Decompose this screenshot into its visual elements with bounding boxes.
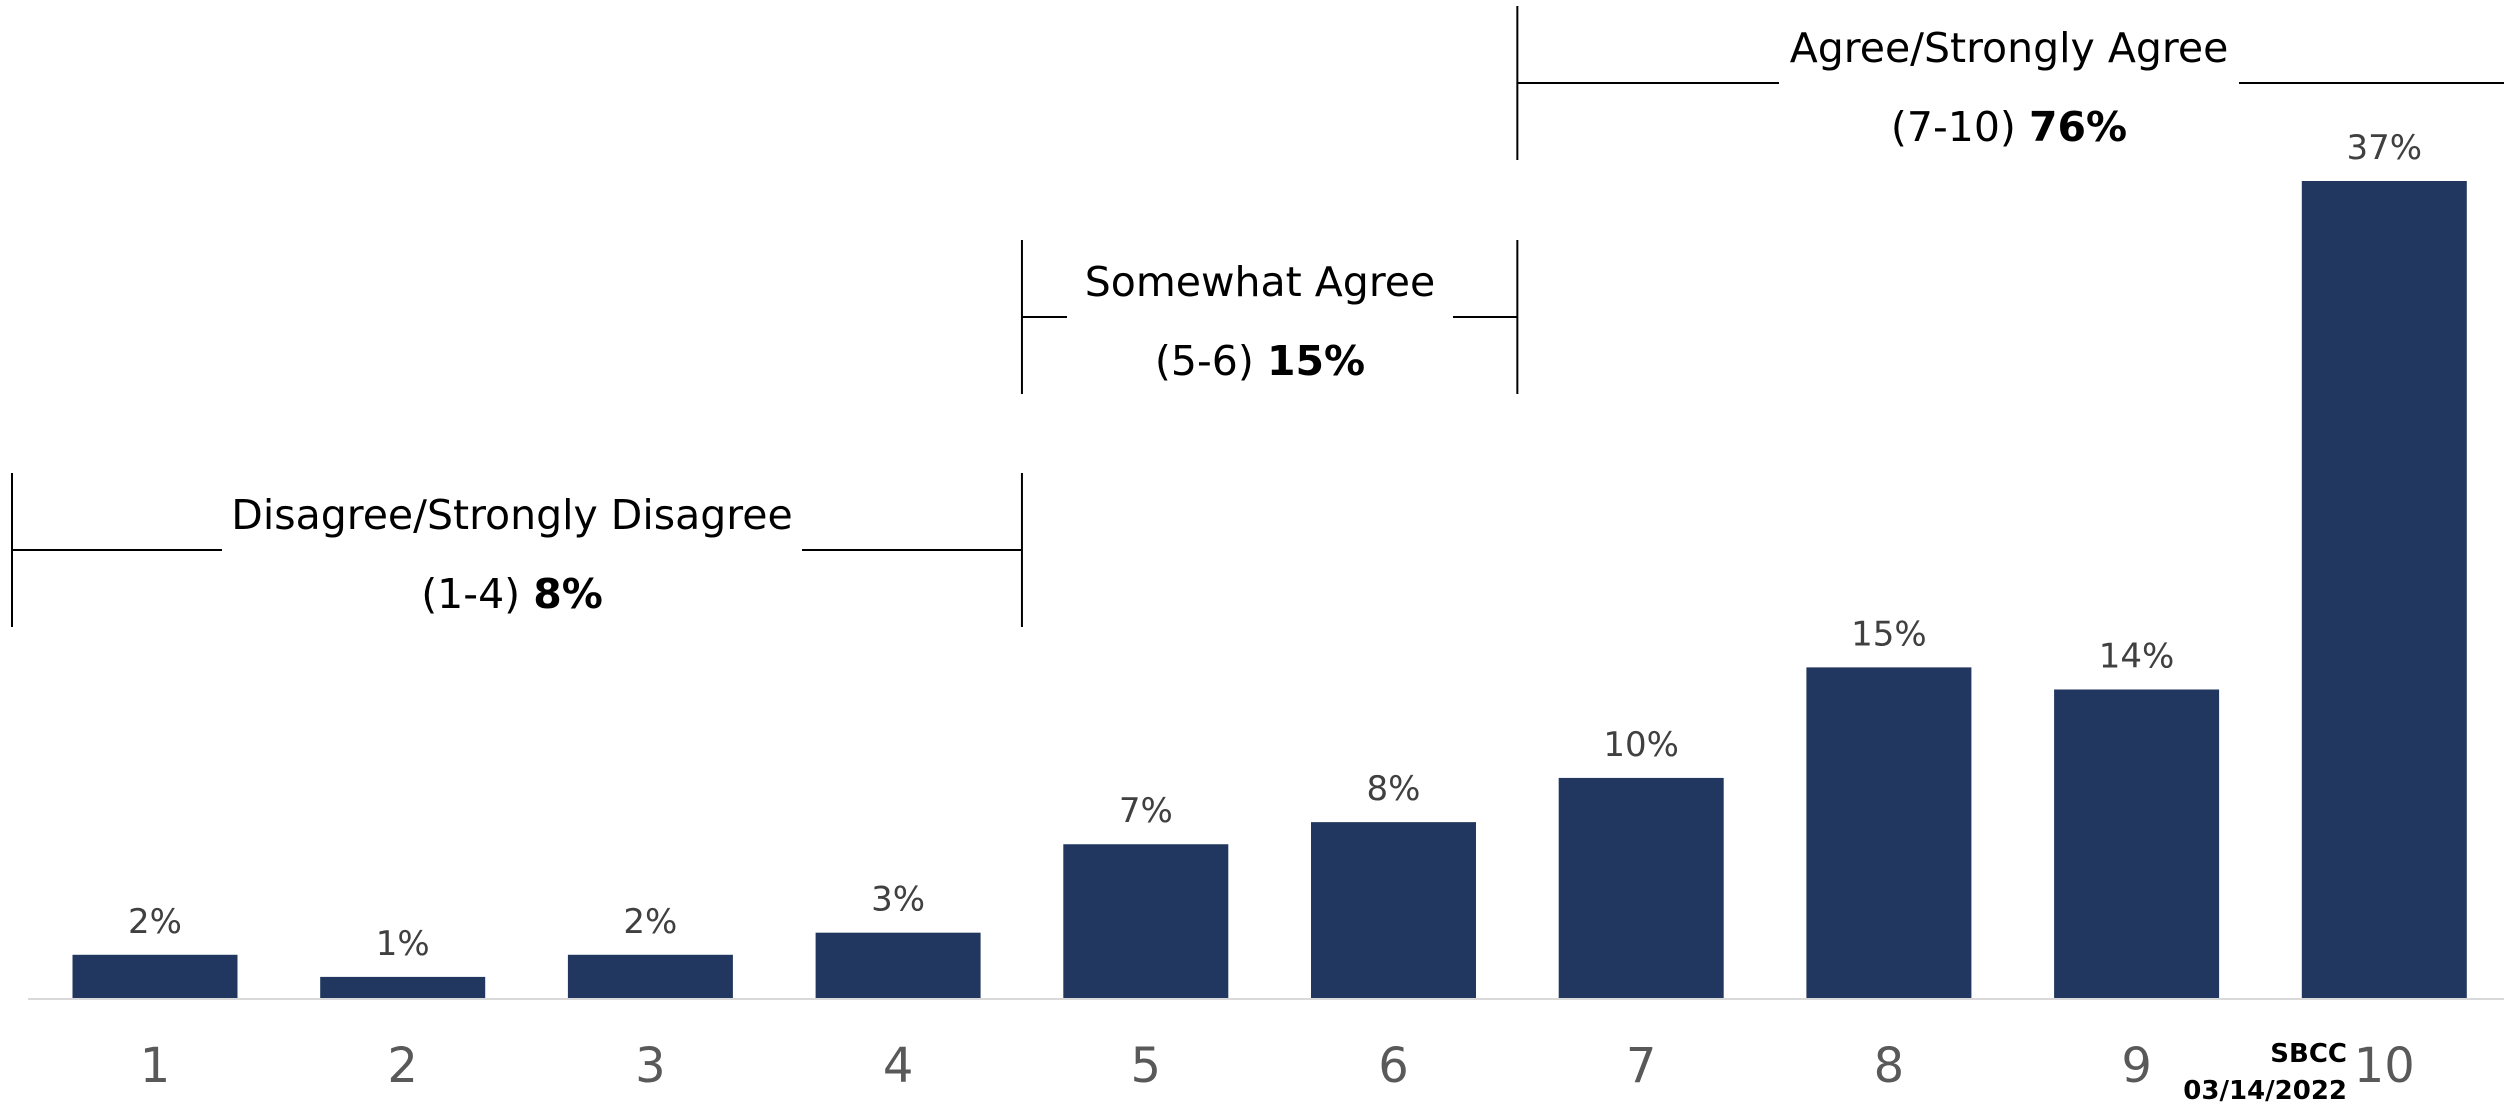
x-tick-label-1: 1 <box>140 1038 171 1094</box>
x-tick-label-9: 9 <box>2121 1038 2152 1094</box>
bar-3 <box>568 955 733 999</box>
group-1-pct: 8% <box>533 570 603 618</box>
group-2-range: (5-6) <box>1155 337 1254 385</box>
group-3-range: (7-10) <box>1891 103 2016 151</box>
value-label-6: 8% <box>1367 769 1421 809</box>
bar-4 <box>816 933 981 999</box>
group-2-title: Somewhat Agree <box>1085 258 1436 306</box>
bar-8 <box>1806 667 1971 999</box>
x-tick-label-10: 10 <box>2354 1038 2415 1094</box>
group-2-pct: 15% <box>1267 337 1365 385</box>
x-tick-label-6: 6 <box>1378 1038 1409 1094</box>
value-label-5: 7% <box>1119 791 1173 831</box>
bar-1 <box>73 955 238 999</box>
stamp-line2: 03/14/2022 <box>2183 1076 2347 1104</box>
group-2-space <box>1254 337 1267 385</box>
x-tick-labels-layer: 1 2 3 4 5 6 7 8 9 10 <box>140 1038 2415 1094</box>
group-3-pct: 76% <box>2029 103 2127 151</box>
value-label-1: 2% <box>128 902 182 942</box>
bar-9 <box>2054 689 2219 999</box>
group-brackets-layer: Disagree/Strongly Disagree (1-4) 8% Somewh… <box>12 6 2504 627</box>
value-label-9: 14% <box>2099 636 2175 676</box>
group-3-title: Agree/Strongly Agree <box>1790 24 2229 72</box>
bar-10 <box>2302 181 2467 999</box>
x-tick-label-2: 2 <box>387 1038 418 1094</box>
stamp-line1: SBCC <box>2270 1039 2347 1069</box>
value-label-4: 3% <box>871 880 925 920</box>
value-label-10: 37% <box>2347 128 2423 168</box>
group-1-range: (1-4) <box>421 570 520 618</box>
bar-2 <box>320 977 485 999</box>
bar-6 <box>1311 822 1476 999</box>
group-1-title: Disagree/Strongly Disagree <box>231 491 792 539</box>
x-tick-label-3: 3 <box>635 1038 666 1094</box>
group-3-summary: (7-10) 76% <box>1891 103 2127 151</box>
value-label-3: 2% <box>623 902 677 942</box>
group-1-space <box>520 570 533 618</box>
x-tick-label-4: 4 <box>883 1038 914 1094</box>
value-label-8: 15% <box>1851 614 1927 654</box>
group-3-space <box>2016 103 2029 151</box>
x-tick-label-7: 7 <box>1626 1038 1657 1094</box>
group-1-summary: (1-4) 8% <box>421 570 603 618</box>
bar-7 <box>1559 778 1724 999</box>
value-label-7: 10% <box>1603 725 1679 765</box>
x-tick-label-8: 8 <box>1874 1038 1905 1094</box>
bar-5 <box>1063 844 1228 999</box>
value-label-2: 1% <box>376 924 430 964</box>
x-tick-label-5: 5 <box>1131 1038 1162 1094</box>
group-2-summary: (5-6) 15% <box>1155 337 1365 385</box>
